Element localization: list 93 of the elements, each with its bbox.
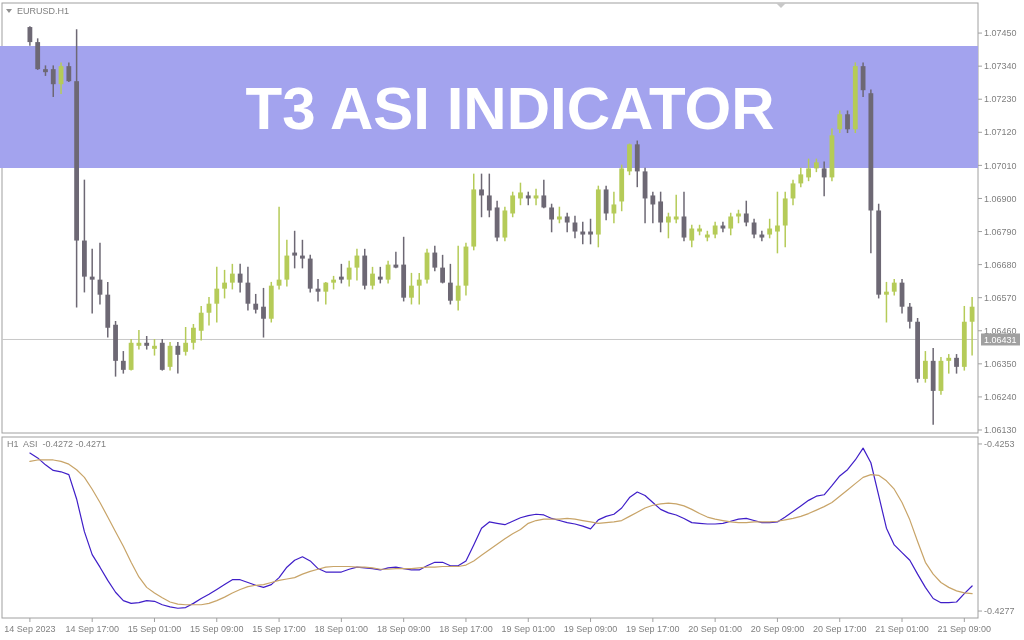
title-banner: T3 ASI INDICATOR [0, 46, 978, 168]
y-tick-label: 1.06570 [984, 292, 1017, 303]
candlestick [845, 110, 850, 134]
x-tick-label: 19 Sep 17:00 [626, 624, 680, 634]
x-tick-label: 20 Sep 09:00 [750, 624, 805, 634]
candlestick [759, 230, 765, 242]
candlestick [821, 161, 827, 197]
y-tick-label: 1.06130 [984, 425, 1017, 436]
candlestick [292, 230, 298, 269]
candlestick [884, 281, 889, 323]
y-tick-label: -0.4253 [984, 439, 1015, 450]
candlestick [370, 266, 375, 290]
candlestick [946, 354, 952, 374]
candlestick [432, 245, 438, 272]
candlestick [518, 182, 523, 206]
chart-subtitle: EURUSD.H1 [17, 6, 70, 16]
candlestick [806, 158, 811, 182]
candlestick [50, 65, 56, 97]
candlestick [486, 173, 492, 218]
candlestick [907, 302, 913, 329]
candlestick [183, 327, 189, 356]
candlestick [214, 266, 220, 323]
candlestick [346, 260, 352, 287]
candlestick [510, 191, 516, 218]
x-tick-label: 20 Sep 01:00 [688, 624, 742, 634]
candlestick [89, 248, 95, 314]
candlestick [588, 218, 593, 245]
candlestick [837, 110, 843, 134]
candlestick [479, 173, 484, 218]
candlestick [409, 272, 414, 305]
x-tick-label: 14 Sep 17:00 [65, 624, 119, 634]
candlestick [666, 212, 671, 239]
candlestick [549, 203, 555, 233]
candlestick [673, 194, 679, 224]
y-tick-label: 1.07340 [984, 61, 1017, 72]
candlestick [191, 324, 196, 350]
candlestick [261, 287, 266, 338]
y-tick-label: 1.07010 [984, 160, 1017, 171]
y-tick-label: 1.06900 [984, 193, 1017, 204]
candlestick [198, 305, 204, 341]
y-tick-label: 1.07230 [984, 94, 1017, 105]
candlestick [440, 254, 445, 284]
y-tick-label: 1.06240 [984, 392, 1017, 403]
candlestick [393, 251, 399, 269]
candlestick [743, 200, 749, 227]
candlestick [323, 281, 329, 305]
candlestick [447, 263, 453, 305]
x-tick-label: 15 Sep 01:00 [127, 624, 182, 634]
x-tick-label: 15 Sep 09:00 [190, 624, 244, 634]
candlestick [541, 179, 547, 209]
x-tick-label: 19 Sep 09:00 [563, 624, 618, 634]
y-tick-label: 1.06350 [984, 358, 1017, 369]
candlestick [922, 351, 928, 383]
candlestick [66, 62, 72, 82]
candlestick [229, 263, 235, 290]
candlestick [650, 191, 656, 224]
x-tick-label: 18 Sep 09:00 [376, 624, 431, 634]
y-tick-label: -0.4277 [984, 606, 1015, 617]
x-tick-label: 18 Sep 01:00 [314, 624, 369, 634]
x-tick-label: 18 Sep 17:00 [439, 624, 493, 634]
y-tick-label: 1.06680 [984, 259, 1017, 270]
candlestick [954, 354, 959, 374]
candlestick [175, 342, 181, 374]
candlestick [658, 191, 664, 233]
candlestick [416, 272, 422, 305]
candlestick [689, 224, 695, 248]
y-tick-label: 1.07120 [984, 127, 1017, 138]
y-tick-label: 1.07450 [984, 28, 1017, 39]
candlestick [222, 269, 227, 299]
candlestick [253, 293, 259, 314]
ref-line-label: 1.06431 [984, 334, 1017, 345]
candlestick [338, 263, 344, 284]
candlestick [300, 239, 305, 269]
y-tick-label: 1.06460 [984, 325, 1017, 336]
candlestick [728, 212, 734, 236]
candlestick [798, 167, 804, 188]
x-tick-label: 19 Sep 01:00 [501, 624, 556, 634]
candlestick [237, 263, 243, 293]
x-tick-label: 15 Sep 17:00 [252, 624, 306, 634]
candlestick [580, 221, 586, 245]
candlestick [120, 351, 126, 374]
x-tick-label: 14 Sep 2023 [4, 624, 56, 634]
candlestick [27, 26, 33, 46]
candlestick [455, 245, 461, 311]
chart-title: H1 ASI -0.4272 -0.4271 [7, 439, 107, 449]
x-tick-label: 20 Sep 17:00 [812, 624, 867, 634]
candlestick [767, 218, 773, 239]
candlestick [564, 212, 570, 233]
x-tick-label: 21 Sep 01:00 [875, 624, 929, 634]
candlestick [969, 296, 975, 356]
candlestick [775, 191, 780, 254]
x-tick-label: 21 Sep 09:00 [937, 624, 992, 634]
y-tick-label: 1.06790 [984, 226, 1017, 237]
